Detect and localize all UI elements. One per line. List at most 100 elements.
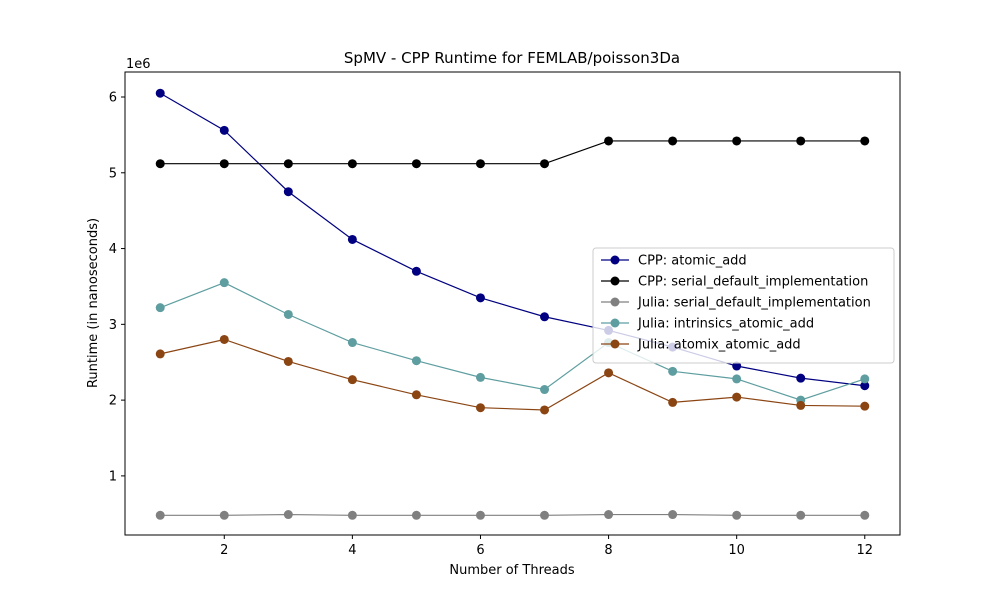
data-point xyxy=(860,510,870,520)
data-point xyxy=(475,293,485,303)
x-tick-label: 4 xyxy=(348,543,356,558)
data-point xyxy=(155,510,165,520)
data-point xyxy=(411,390,421,400)
series-line xyxy=(160,282,865,401)
data-point xyxy=(219,125,229,135)
legend-label: Julia: serial_default_implementation xyxy=(637,296,871,311)
data-point xyxy=(219,510,229,520)
data-point xyxy=(283,187,293,197)
data-point xyxy=(796,136,806,146)
x-tick-label: 12 xyxy=(856,543,873,558)
data-point xyxy=(283,510,293,520)
legend-item: CPP: serial_default_implementation xyxy=(601,275,868,290)
data-point xyxy=(604,368,614,378)
data-point xyxy=(219,159,229,169)
data-point xyxy=(411,510,421,520)
y-tick-label: 6 xyxy=(109,91,117,106)
legend: CPP: atomic_add CPP: serial_default_imple… xyxy=(592,247,895,364)
series-line xyxy=(160,140,865,165)
data-point xyxy=(668,510,678,520)
data-point xyxy=(219,334,229,344)
legend-marker xyxy=(610,276,620,286)
legend-item: CPP: atomic_add xyxy=(601,254,747,269)
legend-marker xyxy=(610,297,620,307)
legend-item: Julia: atomix_atomic_add xyxy=(601,338,801,353)
y-axis-title: Runtime (in nanoseconds) xyxy=(86,218,101,388)
data-point xyxy=(860,381,870,391)
legend-item: Julia: serial_default_implementation xyxy=(601,296,871,311)
data-point xyxy=(411,159,421,169)
data-point xyxy=(475,403,485,413)
legend-label: CPP: serial_default_implementation xyxy=(638,275,868,290)
data-point xyxy=(796,510,806,520)
data-point xyxy=(283,309,293,319)
data-point xyxy=(860,374,870,384)
data-point xyxy=(155,88,165,98)
legend-label: Julia: atomix_atomic_add xyxy=(637,338,801,353)
x-tick-label: 2 xyxy=(220,543,228,558)
data-point xyxy=(604,136,614,146)
y-tick-label: 5 xyxy=(109,166,117,181)
series-2 xyxy=(155,136,870,169)
data-point xyxy=(732,510,742,520)
legend-box xyxy=(592,247,895,364)
data-point xyxy=(411,266,421,276)
series-4 xyxy=(155,278,870,405)
x-axis-title: Number of Threads xyxy=(449,563,574,578)
data-point xyxy=(347,338,357,348)
data-point xyxy=(732,361,742,371)
data-point xyxy=(219,278,229,288)
y-tick-label: 2 xyxy=(109,394,117,409)
y-scale-label: 1e6 xyxy=(126,57,151,72)
data-point xyxy=(283,159,293,169)
data-point xyxy=(411,356,421,366)
series-line xyxy=(160,513,865,516)
data-point xyxy=(732,136,742,146)
data-point xyxy=(796,373,806,383)
data-point xyxy=(540,405,550,415)
x-tick-label: 8 xyxy=(604,543,612,558)
data-point xyxy=(347,375,357,385)
data-point xyxy=(668,397,678,407)
series-line xyxy=(160,338,865,411)
data-point xyxy=(155,159,165,169)
data-point xyxy=(347,234,357,244)
y-tick-label: 1 xyxy=(109,469,117,484)
data-point xyxy=(796,400,806,410)
data-point xyxy=(668,366,678,376)
x-tick-label: 10 xyxy=(728,543,745,558)
legend-marker xyxy=(610,318,620,328)
series-line xyxy=(159,92,865,387)
x-tick-label: 6 xyxy=(476,543,484,558)
data-point xyxy=(155,349,165,359)
data-point xyxy=(604,510,614,520)
legend-label: Julia: intrinsics_atomic_add xyxy=(637,317,814,332)
data-point xyxy=(540,159,550,169)
data-point xyxy=(475,159,485,169)
data-point xyxy=(283,356,293,366)
data-point xyxy=(155,303,165,313)
data-point xyxy=(540,312,550,322)
data-point xyxy=(540,385,550,395)
legend-marker xyxy=(610,255,620,265)
legend-marker xyxy=(610,339,620,349)
series-3 xyxy=(155,510,870,520)
series-5 xyxy=(155,334,870,415)
data-point xyxy=(475,510,485,520)
y-tick-label: 4 xyxy=(109,242,117,257)
data-point xyxy=(732,392,742,402)
data-point xyxy=(860,401,870,411)
data-point xyxy=(540,510,550,520)
y-tick-label: 3 xyxy=(109,318,117,333)
data-point xyxy=(347,510,357,520)
legend-label: CPP: atomic_add xyxy=(638,254,747,269)
data-point xyxy=(860,136,870,146)
data-point xyxy=(732,374,742,384)
data-point xyxy=(668,136,678,146)
data-point xyxy=(347,159,357,169)
legend-item: Julia: intrinsics_atomic_add xyxy=(601,317,814,332)
data-point xyxy=(475,372,485,382)
chart-title: SpMV - CPP Runtime for FEMLAB/poisson3Da xyxy=(344,49,680,67)
